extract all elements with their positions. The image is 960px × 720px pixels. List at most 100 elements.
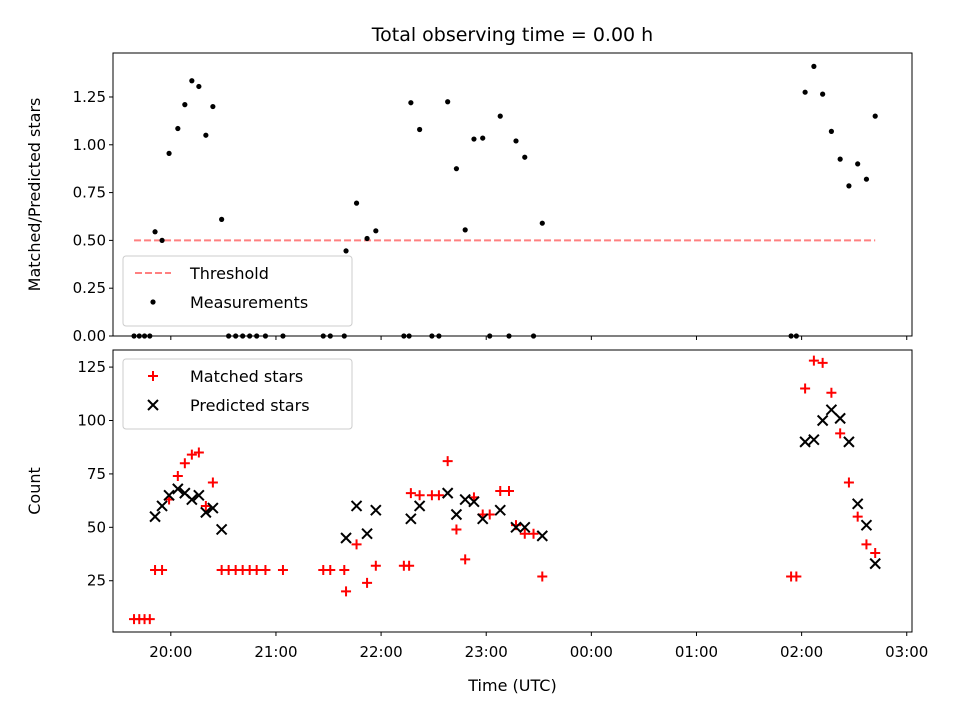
matched-stars-point bbox=[179, 458, 190, 469]
measurements-point bbox=[837, 156, 843, 162]
measurements-point bbox=[506, 333, 512, 339]
matched-stars-point bbox=[251, 565, 262, 576]
measurements-point bbox=[408, 100, 414, 106]
matched-stars-point bbox=[442, 456, 453, 467]
y-tick-label: 0.75 bbox=[73, 184, 106, 202]
bottom-panel: 25 50 75 100 125 20:00 21:00 22:00 23:00 00:00 01:… bbox=[25, 349, 928, 695]
measurements-point bbox=[141, 333, 148, 339]
matched-stars-point bbox=[800, 383, 811, 394]
measurements-point bbox=[210, 103, 216, 110]
measurements-point bbox=[166, 150, 172, 156]
predicted-stars-point bbox=[186, 493, 198, 506]
measurements-point bbox=[343, 248, 349, 254]
predicted-stars-point bbox=[450, 508, 463, 521]
matched-stars-point bbox=[817, 357, 828, 368]
predicted-stars-point bbox=[869, 557, 881, 570]
y-tick-label: 1.25 bbox=[73, 88, 106, 106]
matched-stars-point bbox=[186, 449, 197, 460]
legend-box bbox=[122, 255, 353, 327]
measurements-point bbox=[522, 154, 528, 160]
predicted-stars-point bbox=[536, 530, 548, 542]
y-tick-label: 1.00 bbox=[73, 136, 106, 154]
predicted-stars-point bbox=[799, 436, 811, 448]
measurements-point bbox=[182, 102, 188, 108]
predicted-stars-point bbox=[340, 532, 352, 544]
y-axis-label: Matched/Predicted stars bbox=[25, 98, 44, 292]
predicted-stars-point bbox=[149, 510, 161, 523]
matched-stars-point bbox=[207, 477, 218, 488]
axes-frame bbox=[112, 52, 913, 337]
matched-stars-point bbox=[362, 577, 373, 588]
measurements-point bbox=[863, 176, 870, 182]
measurements-point bbox=[872, 113, 878, 119]
measurements-point bbox=[855, 161, 861, 167]
legend-box bbox=[122, 358, 353, 430]
y-tick-label: 125 bbox=[77, 358, 106, 376]
measurements-point bbox=[539, 220, 545, 226]
matched-stars-point bbox=[433, 490, 444, 501]
measurements-point bbox=[320, 333, 326, 339]
measurements-point bbox=[159, 237, 165, 243]
measurements-point bbox=[341, 333, 347, 339]
measurements-point bbox=[327, 333, 333, 339]
measurements-point bbox=[487, 333, 493, 339]
matched-stars-point bbox=[339, 565, 350, 576]
matched-stars-point bbox=[370, 560, 381, 571]
predicted-stars-point bbox=[361, 528, 373, 540]
measurements-point bbox=[793, 333, 799, 339]
x-tick-label: 23:00 bbox=[465, 643, 508, 661]
matched-stars-point bbox=[451, 524, 462, 535]
measurements-point bbox=[189, 78, 195, 84]
measurements-point bbox=[152, 229, 158, 235]
measurements-point bbox=[203, 132, 209, 138]
data-layer bbox=[129, 355, 881, 625]
matched-stars-point bbox=[172, 471, 183, 482]
predicted-stars-point bbox=[851, 498, 864, 510]
matched-stars-point bbox=[537, 571, 548, 582]
measurements-point bbox=[401, 333, 407, 339]
matched-stars-point bbox=[325, 565, 336, 576]
predicted-stars-point bbox=[494, 504, 506, 516]
measurements-point bbox=[436, 333, 442, 339]
measurements-point bbox=[445, 99, 451, 105]
matched-stars-point bbox=[495, 486, 506, 496]
measurements-point bbox=[811, 63, 817, 69]
predicted-stars-point bbox=[843, 436, 855, 448]
measurements-point bbox=[196, 83, 202, 90]
data-layer bbox=[131, 63, 878, 339]
matched-stars-point bbox=[791, 571, 802, 582]
matched-stars-point bbox=[144, 614, 155, 625]
measurements-point bbox=[233, 333, 239, 339]
measurements-point bbox=[175, 125, 181, 132]
matched-stars-point bbox=[528, 528, 539, 539]
legend-marker-swatch bbox=[147, 399, 159, 411]
y-tick-label: 50 bbox=[87, 518, 106, 536]
predicted-stars-point bbox=[156, 500, 168, 512]
matched-stars-point bbox=[260, 565, 271, 576]
predicted-stars-point bbox=[207, 502, 219, 514]
measurements-point bbox=[262, 333, 269, 339]
y-tick-label: 0.50 bbox=[73, 231, 106, 249]
predicted-stars-point bbox=[441, 487, 454, 499]
measurements-point bbox=[280, 333, 286, 339]
matched-stars-point bbox=[157, 565, 168, 576]
measurements-point bbox=[240, 333, 246, 339]
matched-stars-point bbox=[870, 547, 881, 558]
predicted-stars-point bbox=[215, 523, 228, 536]
measurements-point bbox=[471, 136, 477, 142]
measurements-point bbox=[131, 333, 137, 339]
axes-frame bbox=[112, 349, 913, 633]
matched-stars-point bbox=[414, 490, 425, 501]
predicted-stars-point bbox=[459, 493, 471, 506]
measurements-point bbox=[147, 333, 153, 339]
y-tick-label: 0.00 bbox=[73, 327, 106, 345]
x-tick-label: 00:00 bbox=[570, 643, 613, 661]
matched-stars-point bbox=[835, 428, 846, 439]
measurements-point bbox=[353, 200, 360, 206]
predicted-stars-point bbox=[468, 495, 480, 508]
measurements-point bbox=[802, 89, 808, 95]
legend-marker-swatch bbox=[150, 299, 156, 305]
legend: Matched stars Predicted stars bbox=[122, 358, 353, 430]
measurements-point bbox=[480, 135, 486, 141]
